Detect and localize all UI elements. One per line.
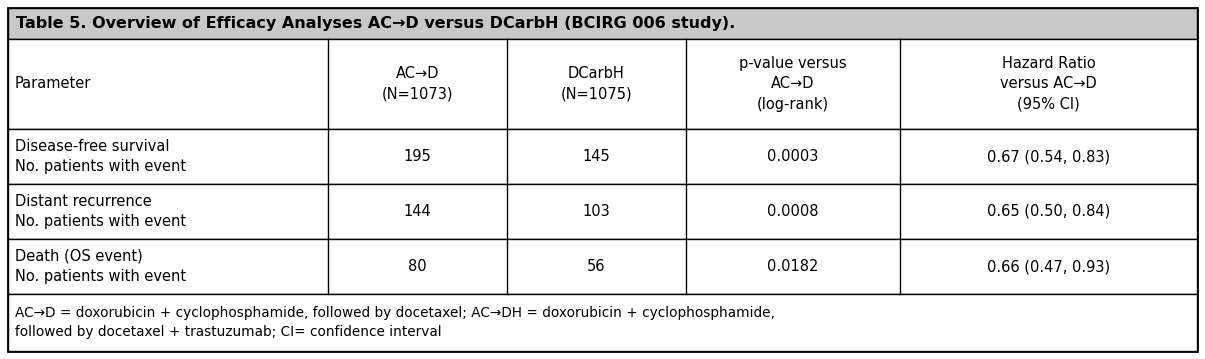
Text: 0.0182: 0.0182 bbox=[768, 259, 818, 274]
Text: 80: 80 bbox=[408, 259, 427, 274]
Text: Hazard Ratio
versus AC→D
(95% CI): Hazard Ratio versus AC→D (95% CI) bbox=[1000, 56, 1097, 112]
Bar bbox=[8, 294, 1197, 351]
Text: p-value versus
AC→D
(log-rank): p-value versus AC→D (log-rank) bbox=[739, 56, 847, 112]
Text: 0.65 (0.50, 0.84): 0.65 (0.50, 0.84) bbox=[987, 204, 1110, 219]
Bar bbox=[8, 8, 1197, 39]
Text: Death (OS event)
No. patients with event: Death (OS event) No. patients with event bbox=[14, 249, 186, 284]
Text: 195: 195 bbox=[404, 149, 431, 164]
Text: Disease-free survival
No. patients with event: Disease-free survival No. patients with … bbox=[14, 139, 186, 174]
Text: 0.66 (0.47, 0.93): 0.66 (0.47, 0.93) bbox=[987, 259, 1110, 274]
Bar bbox=[8, 129, 1197, 184]
Text: 56: 56 bbox=[587, 259, 606, 274]
Text: 145: 145 bbox=[582, 149, 610, 164]
Text: AC→D
(N=1073): AC→D (N=1073) bbox=[382, 66, 453, 102]
Text: DCarbH
(N=1075): DCarbH (N=1075) bbox=[560, 66, 633, 102]
Bar bbox=[8, 184, 1197, 239]
Text: Parameter: Parameter bbox=[14, 76, 92, 92]
Text: 0.0008: 0.0008 bbox=[768, 204, 818, 219]
Text: 144: 144 bbox=[404, 204, 431, 219]
Text: Table 5. Overview of Efficacy Analyses AC→D versus DCarbH (BCIRG 006 study).: Table 5. Overview of Efficacy Analyses A… bbox=[16, 16, 735, 31]
Bar bbox=[8, 39, 1197, 129]
Bar bbox=[8, 239, 1197, 294]
Text: Distant recurrence
No. patients with event: Distant recurrence No. patients with eve… bbox=[14, 194, 186, 229]
Text: 0.0003: 0.0003 bbox=[768, 149, 818, 164]
Text: 0.67 (0.54, 0.83): 0.67 (0.54, 0.83) bbox=[987, 149, 1110, 164]
Text: 103: 103 bbox=[582, 204, 610, 219]
Text: AC→D = doxorubicin + cyclophosphamide, followed by docetaxel; AC→DH = doxorubici: AC→D = doxorubicin + cyclophosphamide, f… bbox=[14, 306, 775, 339]
